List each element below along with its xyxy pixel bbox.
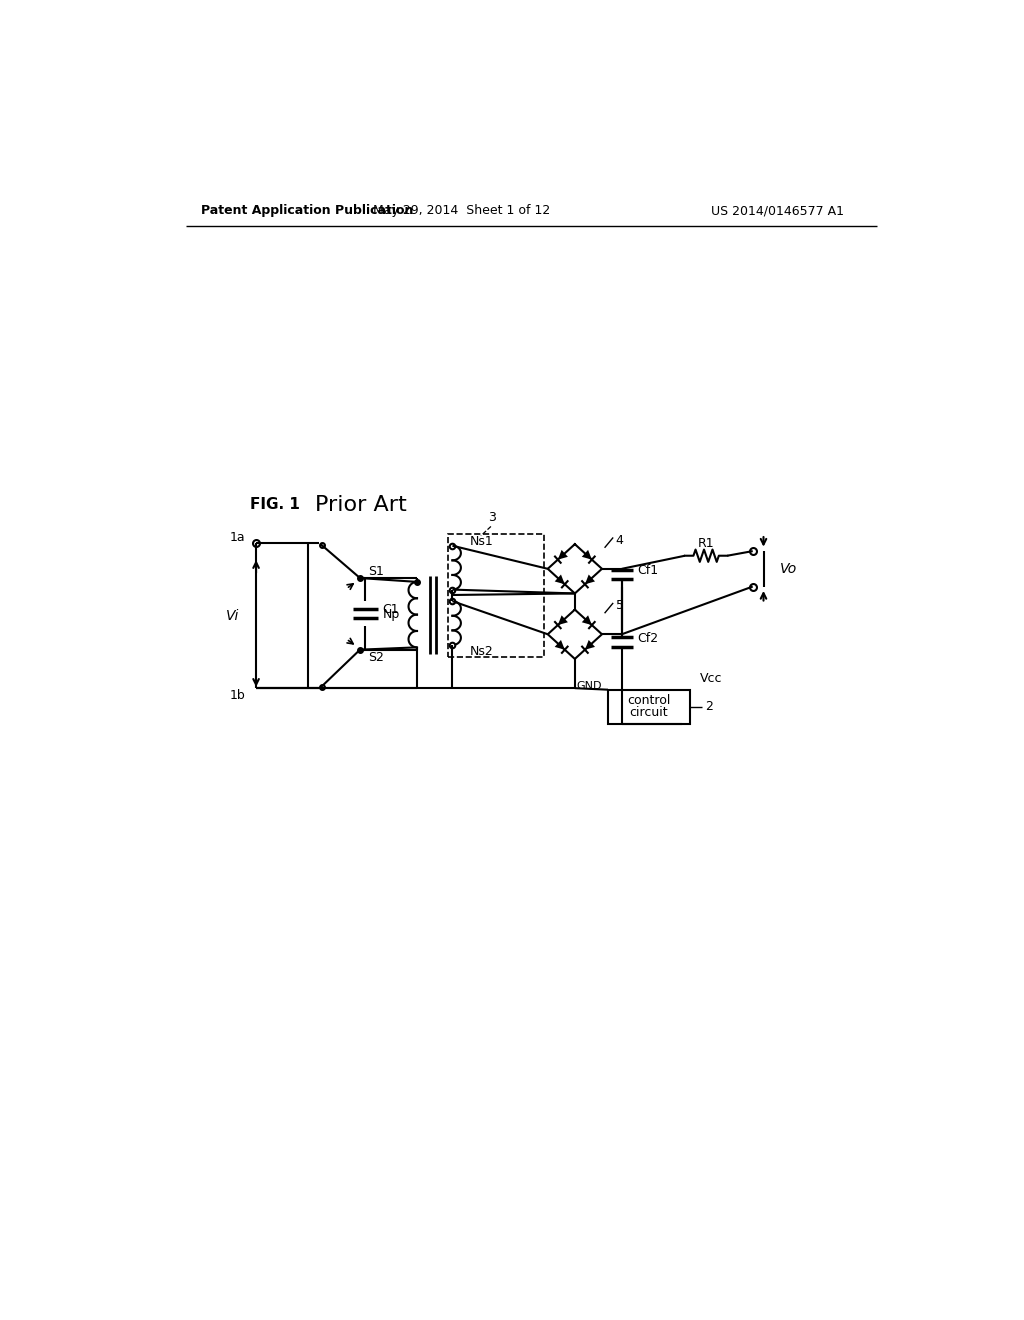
Text: 1b: 1b bbox=[229, 689, 246, 702]
Text: 3: 3 bbox=[488, 511, 497, 524]
Text: 4: 4 bbox=[615, 533, 624, 546]
Text: Cf2: Cf2 bbox=[637, 631, 658, 644]
Polygon shape bbox=[582, 615, 592, 626]
Text: C1: C1 bbox=[382, 603, 399, 616]
Text: R1: R1 bbox=[697, 537, 714, 550]
Text: 2: 2 bbox=[705, 700, 713, 713]
Text: control: control bbox=[627, 694, 671, 708]
Text: Prior Art: Prior Art bbox=[315, 495, 408, 515]
Polygon shape bbox=[558, 550, 568, 560]
Text: Vi: Vi bbox=[226, 609, 240, 623]
Text: Vo: Vo bbox=[779, 562, 797, 576]
Bar bbox=[447, 535, 544, 657]
Text: Patent Application Publication: Patent Application Publication bbox=[202, 205, 414, 218]
Polygon shape bbox=[558, 615, 568, 626]
Polygon shape bbox=[585, 574, 595, 585]
Text: Cf1: Cf1 bbox=[637, 564, 658, 577]
Text: circuit: circuit bbox=[630, 706, 668, 719]
Text: 5: 5 bbox=[615, 599, 624, 612]
Text: 1a: 1a bbox=[229, 531, 246, 544]
Bar bbox=[608, 690, 689, 725]
Text: May 29, 2014  Sheet 1 of 12: May 29, 2014 Sheet 1 of 12 bbox=[373, 205, 550, 218]
Text: S2: S2 bbox=[368, 651, 384, 664]
Text: Ns2: Ns2 bbox=[469, 644, 494, 657]
Text: S1: S1 bbox=[368, 565, 384, 578]
Polygon shape bbox=[555, 640, 565, 649]
Text: Np: Np bbox=[383, 607, 400, 620]
Text: Ns1: Ns1 bbox=[469, 535, 494, 548]
Polygon shape bbox=[582, 550, 592, 560]
Polygon shape bbox=[555, 574, 565, 585]
Text: Vcc: Vcc bbox=[700, 672, 723, 685]
Polygon shape bbox=[585, 640, 595, 649]
Text: FIG. 1: FIG. 1 bbox=[250, 498, 300, 512]
Text: US 2014/0146577 A1: US 2014/0146577 A1 bbox=[711, 205, 844, 218]
Text: GND: GND bbox=[577, 681, 602, 690]
